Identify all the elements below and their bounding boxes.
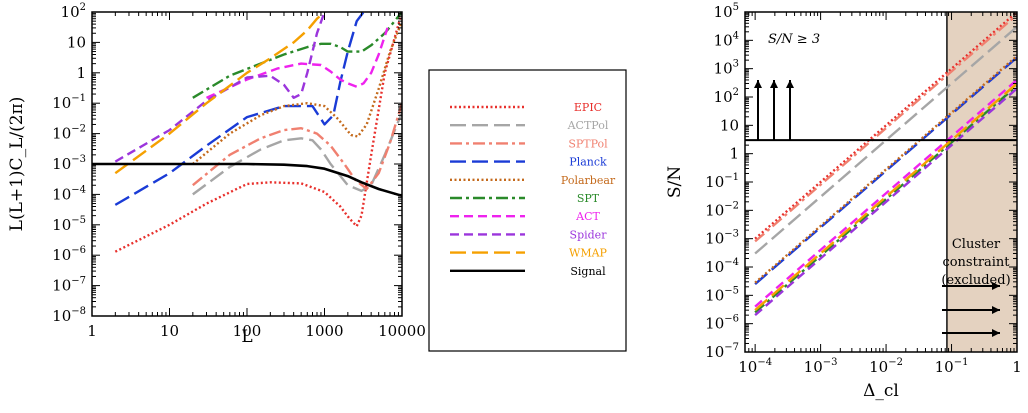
left-series-polarbear <box>192 20 402 165</box>
left-x-tick-label: 10 <box>160 322 179 340</box>
right-y-tick-label: 1 <box>729 145 739 163</box>
left-series-spt <box>192 12 402 99</box>
right-y-tick-label: 10−6 <box>705 314 739 333</box>
left-series-planck <box>114 12 365 206</box>
right-y-tick-label: 10−4 <box>705 257 739 276</box>
legend-entries: EPIC ACTPol SPTPol Planck Polarbear SPT ACT Spi… <box>450 101 616 278</box>
left-x-tick-label: 10000 <box>378 322 426 340</box>
rightward-arrow <box>942 306 1000 314</box>
left-y-tick-label: 10−5 <box>52 215 86 234</box>
right-y-tick-label: 10−1 <box>705 172 739 191</box>
upward-arrow <box>754 80 762 141</box>
right-chart-arrows <box>754 80 1000 337</box>
left-y-tick-label: 10−2 <box>52 124 86 143</box>
right-series-actpol <box>754 25 1017 255</box>
left-series-spider <box>114 12 326 163</box>
upward-arrow <box>786 80 794 141</box>
legend-entry-polarbear: Polarbear <box>450 174 616 187</box>
left-y-axis-title: L(L+1)C_L/(2π) <box>7 97 27 232</box>
legend-entry-sptpol: SPTPol <box>450 137 608 150</box>
legend-label: WMAP <box>569 247 608 260</box>
right-y-tick-label: 10−3 <box>705 229 739 248</box>
legend-entry-spider: Spider <box>450 228 607 241</box>
left-series-actpol <box>192 111 402 196</box>
right-y-tick-label: 105 <box>714 2 739 21</box>
right-x-tick-label: 10−2 <box>869 357 903 376</box>
left-x-tick-label: 100 <box>233 322 262 340</box>
threshold-annotation: S/N ≥ 3 <box>768 32 820 47</box>
left-y-tick-label: 10−3 <box>52 154 86 173</box>
left-y-tick-label: 10−4 <box>52 184 86 203</box>
legend-label: EPIC <box>574 101 602 114</box>
legend-box <box>428 69 627 352</box>
region-label-line-3: (excluded) <box>941 273 1010 288</box>
left-series-signal <box>92 162 402 198</box>
legend-label: Spider <box>570 228 608 241</box>
left-chart-ticks: 1 10 100 1000 10000 10−8 10−7 10−6 10−5 10−4 10−3 1… <box>52 2 426 340</box>
region-label-line-2: constraint <box>942 255 1010 270</box>
left-series-epic <box>114 12 402 253</box>
right-series-wmap <box>754 82 1017 312</box>
left-y-tick-label: 10−6 <box>52 245 86 264</box>
left-series-sptpol <box>192 102 402 191</box>
right-x-tick-label: 10−4 <box>738 357 772 376</box>
left-x-tick-label: 1 <box>87 322 97 340</box>
right-series-polarbear <box>754 55 1017 284</box>
left-x-tick-label: 1000 <box>305 322 343 340</box>
right-y-tick-label: 10−7 <box>705 342 739 361</box>
right-series-planck <box>754 56 1017 286</box>
right-y-tick-label: 10−5 <box>705 285 739 304</box>
legend-entry-wmap: WMAP <box>450 247 608 260</box>
right-series-epic <box>754 12 1017 240</box>
left-y-tick-label: 10−7 <box>52 276 86 295</box>
legend-label: Planck <box>569 156 607 169</box>
right-y-tick-label: 102 <box>714 87 739 106</box>
right-y-tick-label: 10 <box>720 116 739 134</box>
left-chart-lines <box>92 12 402 253</box>
rightward-arrow <box>942 282 1000 290</box>
legend-label: ACTPol <box>567 119 609 132</box>
legend-entry-planck: Planck <box>450 156 607 169</box>
right-series-act <box>754 78 1017 308</box>
legend-label: SPTPol <box>568 137 608 150</box>
legend-label: Signal <box>570 265 606 278</box>
right-x-axis-title: Δ_cl <box>863 381 899 401</box>
right-x-tick-label: 10−1 <box>935 357 969 376</box>
legend-label: SPT <box>577 192 600 205</box>
left-x-axis-title: L <box>241 327 252 347</box>
left-y-tick-label: 10 <box>67 33 86 51</box>
right-x-tick-label: 10−3 <box>804 357 838 376</box>
right-chart-panel: 10−4 10−3 10−2 10−1 1 10−7 10−6 10−5 10−4 10−3 10−… <box>665 2 1022 401</box>
right-chart-lines <box>754 12 1017 317</box>
legend-entry-signal: Signal <box>450 265 606 278</box>
right-y-tick-label: 104 <box>714 30 739 49</box>
legend-entry-epic: EPIC <box>450 101 602 114</box>
legend-entry-actpol: ACTPol <box>450 119 609 132</box>
rightward-arrow <box>942 329 1000 337</box>
left-series-wmap <box>114 12 326 175</box>
excluded-region <box>946 12 1017 352</box>
legend-label: Polarbear <box>561 174 616 187</box>
right-series-spt <box>754 84 1017 314</box>
left-y-tick-label: 10−1 <box>52 93 86 112</box>
right-chart-ticks: 10−4 10−3 10−2 10−1 1 10−7 10−6 10−5 10−4 10−3 10−… <box>705 2 1022 376</box>
right-y-axis-title: S/N <box>665 166 685 198</box>
right-y-tick-label: 103 <box>714 59 739 78</box>
left-series-act <box>206 27 389 99</box>
right-y-tick-label: 10−2 <box>705 200 739 219</box>
legend-label: ACT <box>575 210 600 223</box>
right-x-tick-label: 1 <box>1012 358 1022 376</box>
left-y-tick-label: 102 <box>61 2 86 21</box>
legend: EPIC ACTPol SPTPol Planck Polarbear SPT ACT Spi… <box>428 69 627 352</box>
right-series-spider <box>754 87 1017 317</box>
right-series-sptpol <box>754 13 1017 243</box>
left-y-tick-label: 10−8 <box>52 306 86 325</box>
region-label-line-1: Cluster <box>952 237 1001 252</box>
left-chart-panel: 1 10 100 1000 10000 10−8 10−7 10−6 10−5 10−4 10−3 1… <box>7 2 426 347</box>
upward-arrow <box>770 80 778 141</box>
legend-entry-act: ACT <box>450 210 601 223</box>
legend-entry-spt: SPT <box>450 192 600 205</box>
left-y-tick-label: 1 <box>76 64 86 82</box>
